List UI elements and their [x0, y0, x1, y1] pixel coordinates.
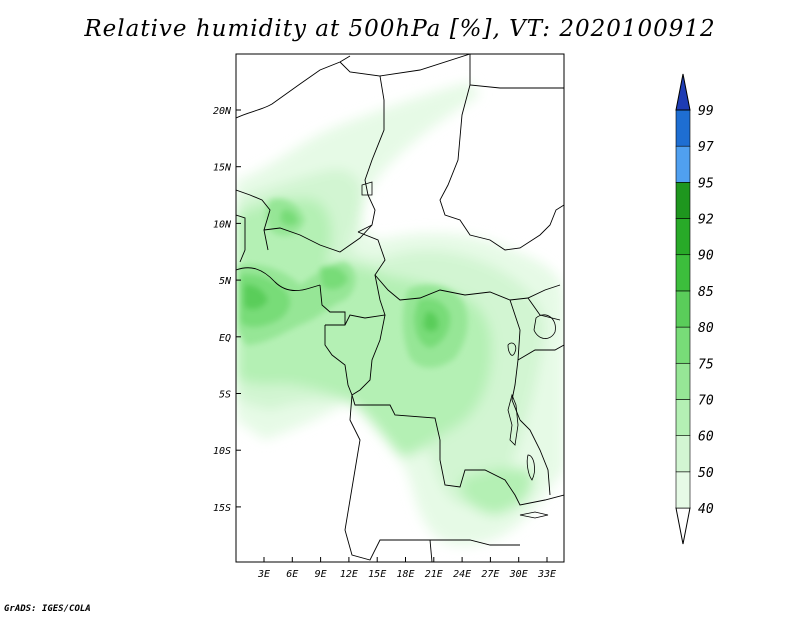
colorbar-label: 50 [698, 466, 714, 481]
colorbar: 40 50 60 70 75 80 85 90 92 95 97 99 [675, 73, 714, 545]
colorbar-segment [675, 290, 691, 328]
lat-tick-label: 15N [213, 163, 232, 174]
colorbar-upper-arrow [675, 73, 691, 111]
colorbar-segment [675, 399, 691, 436]
colorbar-segment [675, 254, 691, 292]
lon-tick-label: 6E [286, 569, 298, 580]
lat-tick-label: 10S [213, 446, 231, 457]
lakes [361, 181, 556, 519]
lon-tick-label: 15E [368, 569, 386, 580]
humidity-field [236, 82, 564, 546]
colorbar-segment [675, 182, 691, 219]
map-title: Relative humidity at 500hPa [%], VT: 202… [84, 16, 716, 42]
lat-tick-label: 15S [213, 503, 231, 514]
colorbar-label: 80 [698, 321, 714, 336]
longitude-axis: 3E 6E 9E 12E 15E 18E 21E 24E 27E 30E 33E [257, 557, 556, 580]
lon-tick-label: 33E [537, 569, 556, 580]
lat-tick-label: 5N [219, 276, 232, 287]
lon-tick-label: 3E [257, 569, 270, 580]
colorbar-segment [675, 471, 691, 509]
country-borders [236, 54, 564, 562]
colorbar-segment [675, 326, 691, 364]
colorbar-lower-arrow [675, 507, 691, 545]
lat-tick-label: EQ [219, 333, 231, 344]
lon-tick-label: 27E [481, 569, 499, 580]
colorbar-segment [675, 362, 691, 400]
humidity-field-light [236, 82, 564, 546]
latitude-axis: 20N 15N 10N 5N EQ 5S 10S 15S [213, 106, 241, 514]
colorbar-label: 60 [698, 430, 714, 445]
lat-tick-label: 20N [213, 106, 232, 117]
colorbar-label: 92 [698, 213, 714, 228]
colorbar-label: 99 [698, 104, 714, 119]
colorbar-label: 85 [698, 285, 714, 300]
colorbar-label: 40 [698, 502, 714, 517]
lat-tick-label: 10N [213, 219, 232, 230]
colorbar-label: 97 [698, 140, 714, 155]
colorbar-label: 90 [698, 249, 714, 264]
colorbar-segment [675, 145, 691, 183]
colorbar-segment [675, 109, 691, 147]
lon-tick-label: 12E [340, 569, 358, 580]
footer-credit: GrADS: IGES/COLA [4, 604, 91, 614]
colorbar-label: 95 [698, 176, 714, 191]
colorbar-segment [675, 218, 691, 256]
colorbar-label: 70 [698, 393, 714, 408]
lon-tick-label: 30E [509, 569, 528, 580]
lon-tick-label: 9E [315, 569, 327, 580]
lat-tick-label: 5S [219, 390, 231, 401]
lon-tick-label: 18E [396, 569, 414, 580]
lon-tick-label: 21E [425, 569, 443, 580]
colorbar-segment [675, 435, 691, 473]
humidity-field-core [238, 198, 468, 368]
colorbar-label: 75 [698, 357, 714, 372]
map-frame [235, 53, 565, 563]
lon-tick-label: 24E [453, 569, 471, 580]
